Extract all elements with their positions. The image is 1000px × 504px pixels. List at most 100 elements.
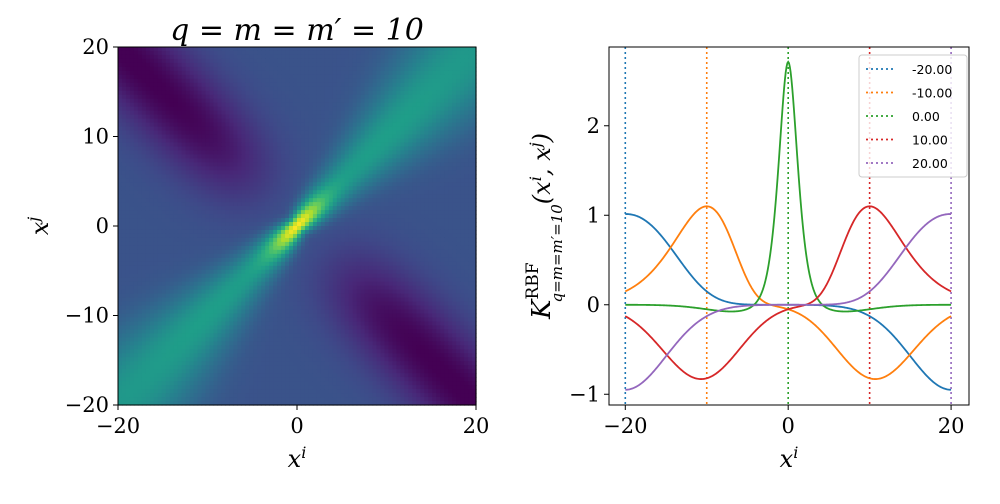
heatmap-cell <box>281 98 286 104</box>
heatmap-cell <box>400 245 405 251</box>
heatmap-cell <box>324 54 330 60</box>
heatmap-cell <box>360 142 366 148</box>
heatmap-cell <box>328 62 334 68</box>
heatmap-cell <box>348 102 354 108</box>
heatmap-cell <box>233 178 238 183</box>
heatmap-cell <box>360 114 366 120</box>
heatmap-cell <box>205 66 211 72</box>
heatmap-cell <box>297 58 302 64</box>
heatmap-cell <box>118 241 123 247</box>
heatmap-cell <box>364 178 370 183</box>
heatmap-cell <box>161 74 167 80</box>
heatmap-cell <box>416 58 421 64</box>
heatmap-cell <box>332 174 338 179</box>
heatmap-cell <box>308 138 314 144</box>
heatmap-cell <box>153 237 159 243</box>
heatmap-cell <box>332 261 338 267</box>
heatmap-cell <box>456 126 461 132</box>
heatmap-cell <box>121 162 127 167</box>
heatmap-cell <box>420 90 425 96</box>
heatmap-cell <box>141 261 147 267</box>
heatmap-cell <box>213 66 219 72</box>
heatmap-cell <box>137 174 143 179</box>
heatmap-cell <box>209 174 215 179</box>
heatmap-cell <box>189 206 195 211</box>
heatmap-cell <box>440 110 445 116</box>
heatmap-cell <box>133 66 139 72</box>
heatmap-cell <box>229 118 234 124</box>
heatmap-cell <box>257 162 262 167</box>
heatmap-cell <box>133 94 139 100</box>
heatmap-cell <box>436 218 441 223</box>
heatmap-cell <box>420 170 425 175</box>
heatmap-cell <box>217 82 223 88</box>
heatmap-cell <box>157 62 163 68</box>
heatmap-cell <box>416 206 421 211</box>
heatmap-cell <box>336 90 342 96</box>
heatmap-cell <box>185 233 191 239</box>
heatmap-cell <box>324 170 330 175</box>
heatmap-cell <box>452 74 457 80</box>
heatmap-cell <box>340 222 346 227</box>
heatmap-cell <box>145 194 151 199</box>
heatmap-cell <box>297 130 302 136</box>
heatmap-cell <box>121 206 127 211</box>
heatmap-cell <box>364 134 370 140</box>
heatmap-cell <box>197 94 203 100</box>
heatmap-cell <box>118 114 123 120</box>
heatmap-cell <box>149 265 155 271</box>
heatmap-cell <box>125 202 131 207</box>
heatmap-cell <box>241 190 246 195</box>
heatmap-cell <box>436 110 441 116</box>
heatmap-cell <box>257 90 262 96</box>
heatmap-cell <box>300 202 306 207</box>
heatmap-cell <box>432 162 437 167</box>
heatmap-cell <box>169 233 175 239</box>
heatmap-cell <box>217 122 223 128</box>
heatmap-cell <box>281 54 286 60</box>
heatmap-cell <box>424 86 429 92</box>
heatmap-cell <box>348 134 354 140</box>
heatmap-cell <box>213 47 219 52</box>
heatmap-cell <box>233 110 238 116</box>
heatmap-cell <box>125 154 131 159</box>
heatmap-cell <box>153 106 159 112</box>
heatmap-cell <box>452 106 457 112</box>
heatmap-cell <box>249 74 254 80</box>
heatmap-cell <box>312 122 318 128</box>
heatmap-cell <box>380 182 386 187</box>
heatmap-cell <box>221 82 226 88</box>
heatmap-cell <box>360 118 366 124</box>
heatmap-cell <box>145 58 151 64</box>
heatmap-cell <box>197 106 203 112</box>
heatmap-cell <box>332 257 338 263</box>
heatmap-cell <box>177 241 183 247</box>
heatmap-cell <box>257 198 262 203</box>
heatmap-cell <box>396 170 402 175</box>
heatmap-cell <box>233 257 238 263</box>
heatmap-cell <box>225 245 230 251</box>
heatmap-cell <box>420 154 425 159</box>
heatmap-cell <box>416 102 421 108</box>
heatmap-cell <box>460 170 465 175</box>
heatmap-cell <box>241 98 246 104</box>
heatmap-cell <box>304 178 310 183</box>
heatmap-cell <box>125 86 131 92</box>
heatmap-cell <box>472 130 477 136</box>
heatmap-cell <box>412 134 417 140</box>
heatmap-cell <box>269 134 274 140</box>
heatmap-cell <box>177 114 183 120</box>
heatmap-cell <box>261 47 266 52</box>
heatmap-cell <box>185 186 191 191</box>
heatmap-cell <box>277 118 282 124</box>
heatmap-cell <box>273 58 278 64</box>
heatmap-cell <box>388 241 394 247</box>
heatmap-cell <box>416 229 421 235</box>
heatmap-cell <box>408 47 413 52</box>
heatmap-cell <box>277 82 282 88</box>
heatmap-cell <box>241 237 246 243</box>
heatmap-cell <box>277 150 282 155</box>
heatmap-cell <box>181 261 187 267</box>
heatmap-cell <box>273 166 278 171</box>
heatmap-cell <box>141 241 147 247</box>
